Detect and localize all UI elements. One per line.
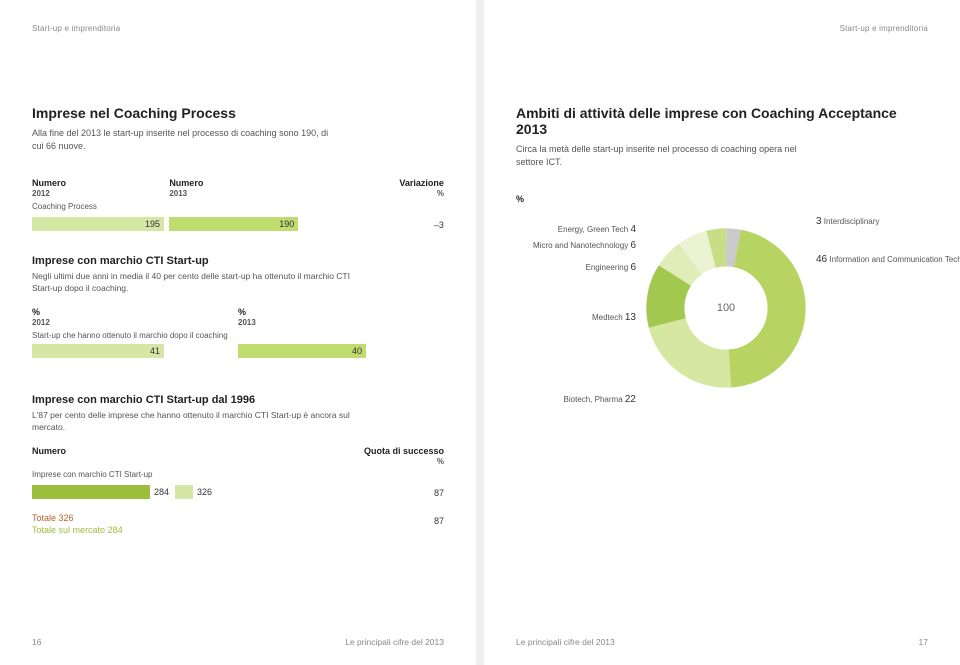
sec3-quota: 87 bbox=[430, 488, 444, 498]
sec3-bar-284 bbox=[32, 485, 150, 499]
col-sublabel: % bbox=[437, 457, 444, 466]
col-sublabel: % bbox=[437, 189, 444, 198]
lbl-medtech: Medtech 13 bbox=[516, 312, 636, 324]
sec3-val-284: 284 bbox=[150, 487, 169, 497]
sec2-bar-2012: 41 bbox=[32, 344, 164, 358]
donut-chart: 100 bbox=[646, 228, 806, 388]
sec3-val-326: 326 bbox=[193, 487, 212, 497]
page-number: 17 bbox=[919, 637, 928, 647]
right-header: Start-up e imprenditoria bbox=[516, 24, 928, 33]
footer-text: Le principali cifre del 2013 bbox=[516, 637, 615, 647]
left-title: Imprese nel Coaching Process bbox=[32, 105, 444, 121]
total-1: Totale 326 bbox=[32, 513, 304, 523]
row-label: Imprese con marchio CTI Start-up bbox=[32, 470, 444, 479]
sec3-title: Imprese con marchio CTI Start-up dal 199… bbox=[32, 394, 444, 406]
col-label: Variazione bbox=[399, 178, 444, 188]
sec2-table: %2012 %2013 Start-up che hanno ottenuto … bbox=[32, 307, 444, 358]
left-subtitle: Alla fine del 2013 le start-up inserite … bbox=[32, 127, 332, 152]
lbl-ict: 46 Information and Communication Technol… bbox=[816, 254, 926, 266]
col-label: Quota di successo bbox=[364, 446, 444, 456]
left-footer: 16 Le principali cifre del 2013 bbox=[32, 625, 444, 647]
row-label: Start-up che hanno ottenuto il marchio d… bbox=[32, 331, 444, 340]
total-quota: 87 bbox=[430, 516, 444, 526]
coaching-table: Numero2012 Numero2013 Variazione% Coachi… bbox=[32, 178, 444, 233]
lbl-eng: Engineering 6 bbox=[516, 262, 636, 274]
donut-center-value: 100 bbox=[717, 302, 735, 314]
variation-value: –3 bbox=[430, 220, 444, 230]
col-label: % bbox=[238, 307, 246, 317]
right-subtitle: Circa la metà delle start-up inserite ne… bbox=[516, 143, 816, 168]
col-sublabel: 2013 bbox=[238, 318, 256, 327]
right-footer: Le principali cifre del 2013 17 bbox=[516, 625, 928, 647]
footer-text: Le principali cifre del 2013 bbox=[345, 637, 444, 647]
sec2-bar-2013: 40 bbox=[238, 344, 366, 358]
col-label: Numero bbox=[169, 178, 203, 188]
left-header: Start-up e imprenditoria bbox=[32, 24, 444, 33]
sec2-title: Imprese con marchio CTI Start-up bbox=[32, 255, 444, 267]
right-title: Ambiti di attività delle imprese con Coa… bbox=[516, 105, 928, 137]
left-page: Start-up e imprenditoria Imprese nel Coa… bbox=[0, 0, 476, 665]
lbl-biotech: Biotech, Pharma 22 bbox=[516, 394, 636, 406]
sec3-bar-326 bbox=[175, 485, 193, 499]
right-page: Start-up e imprenditoria Ambiti di attiv… bbox=[484, 0, 960, 665]
sec2-sub: Negli ultimi due anni in media il 40 per… bbox=[32, 271, 352, 295]
coaching-bar-row: 195 190 –3 bbox=[32, 215, 444, 233]
bar-2012: 195 bbox=[32, 217, 164, 231]
col-sublabel: 2012 bbox=[32, 318, 50, 327]
percent-label: % bbox=[516, 194, 928, 204]
col-label: Numero bbox=[32, 178, 66, 188]
lbl-nano: Micro and Nanotechnology 6 bbox=[516, 240, 636, 252]
col-label: % bbox=[32, 307, 40, 317]
col-sublabel: 2013 bbox=[169, 189, 187, 198]
col-label: Numero bbox=[32, 446, 66, 456]
sec3-bar-row: 284 326 87 bbox=[32, 483, 444, 501]
row-label: Coaching Process bbox=[32, 202, 444, 211]
sec3-sub: L'87 per cento delle imprese che hanno o… bbox=[32, 410, 352, 434]
col-sublabel: 2012 bbox=[32, 189, 50, 198]
lbl-inter: 3 Interdisciplinary bbox=[816, 216, 926, 228]
bar-2013: 190 bbox=[169, 217, 298, 231]
sec3-table: Numero Quota di successo% Imprese con ma… bbox=[32, 446, 444, 535]
sec2-bar-row: 41 40 bbox=[32, 344, 444, 358]
page-number: 16 bbox=[32, 637, 41, 647]
total-2: Totale sul mercato 284 bbox=[32, 525, 304, 535]
lbl-energy: Energy, Green Tech 4 bbox=[516, 224, 636, 236]
